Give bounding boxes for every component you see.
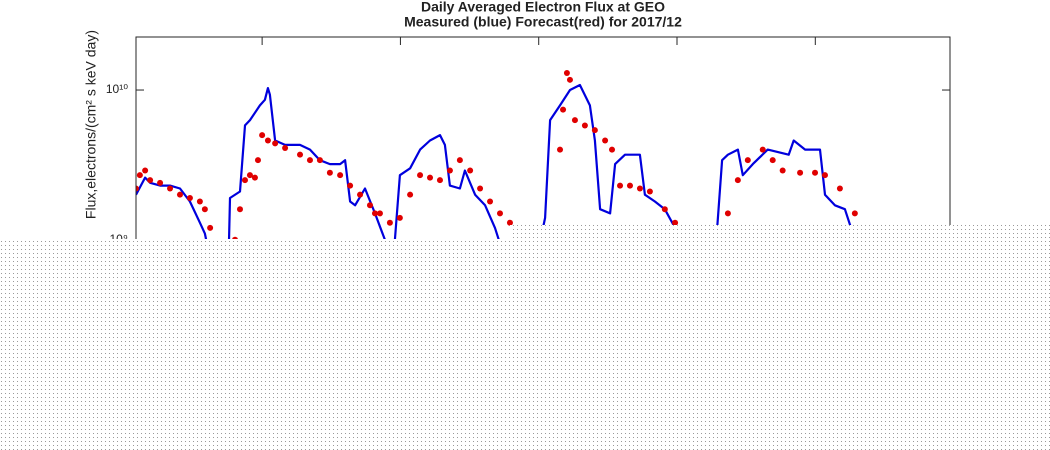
series-dot	[836, 185, 843, 192]
series-dot	[496, 210, 503, 217]
series-dot	[396, 214, 403, 221]
series-dot	[196, 198, 203, 205]
series-dot	[142, 167, 149, 174]
series-dot	[147, 177, 154, 184]
series-dot	[812, 169, 819, 176]
series-dot	[251, 174, 258, 181]
series-dot	[186, 195, 193, 202]
series-dot	[282, 145, 289, 152]
series-dot	[446, 167, 453, 174]
chart-subtitle: Measured (blue) Forecast(red) for 2017/1…	[404, 14, 682, 30]
series-dot	[626, 182, 633, 189]
series-dot	[326, 169, 333, 176]
series-dot	[617, 182, 624, 189]
series-dot	[254, 157, 261, 164]
series-dot	[136, 185, 139, 192]
series-dot	[241, 177, 248, 184]
series-dot	[724, 210, 731, 217]
series-dot	[176, 191, 183, 198]
series-dot	[821, 172, 828, 179]
series-dot	[571, 117, 578, 124]
series-dot	[157, 179, 164, 186]
series-dot	[646, 188, 653, 195]
chart-title: Daily Averaged Electron Flux at GEO	[421, 0, 665, 15]
series-dot	[779, 167, 786, 174]
series-dot	[306, 157, 313, 164]
series-dot	[417, 172, 424, 179]
series-dot	[272, 140, 279, 147]
series-dot	[560, 106, 567, 113]
series-dot	[467, 167, 474, 174]
series-dot	[759, 146, 766, 153]
series-dot	[207, 224, 214, 231]
series-dot	[566, 76, 573, 83]
series-dot	[557, 146, 564, 153]
series-dot	[427, 174, 434, 181]
series-dot	[366, 202, 373, 209]
series-dot	[609, 146, 616, 153]
series-line	[136, 83, 940, 311]
series-dot	[661, 206, 668, 213]
series-dot	[386, 219, 393, 226]
series-dot	[456, 157, 463, 164]
series-dot	[602, 137, 609, 144]
series-dot	[316, 157, 323, 164]
series-dot	[851, 210, 858, 217]
series-dot	[246, 172, 253, 179]
series-dot	[563, 69, 570, 76]
series-dot	[744, 157, 751, 164]
series-dot	[264, 137, 271, 144]
y-axis-label: Flux,electrons/(cm² s keV day)	[83, 30, 99, 219]
y-tick-label: 10¹⁰	[106, 82, 128, 96]
series-dot	[797, 169, 804, 176]
series-dot	[136, 172, 143, 179]
series-dot	[259, 132, 266, 139]
series-dot	[297, 151, 304, 158]
series-dot	[376, 210, 383, 217]
series-dot	[769, 157, 776, 164]
series-dot	[581, 122, 588, 129]
series-dot	[487, 198, 494, 205]
series-dot	[337, 172, 344, 179]
series-dot	[236, 206, 243, 213]
series-dot	[201, 206, 208, 213]
series-dot	[591, 127, 598, 134]
series-dot	[347, 182, 354, 189]
series-dot	[407, 191, 414, 198]
series-dot	[506, 219, 513, 226]
series-dot	[167, 185, 174, 192]
series-dot	[636, 185, 643, 192]
series-dot	[371, 210, 378, 217]
series-dot	[477, 185, 484, 192]
series-dot	[734, 177, 741, 184]
overlay	[0, 225, 1050, 450]
series-dot	[357, 191, 364, 198]
series-dot	[436, 177, 443, 184]
series-dot	[672, 219, 679, 226]
